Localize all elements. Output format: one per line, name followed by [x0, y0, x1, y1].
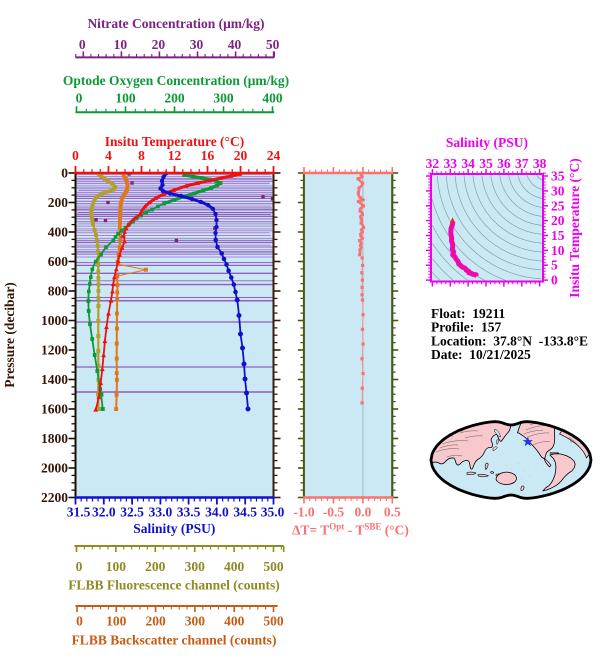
svg-text:300: 300	[213, 91, 234, 106]
svg-text:15: 15	[551, 228, 565, 243]
svg-text:Optode Oxygen Concentration (μ: Optode Oxygen Concentration (μm/kg)	[63, 73, 289, 88]
svg-text:0.5: 0.5	[384, 505, 401, 520]
svg-text:0.0: 0.0	[354, 505, 371, 520]
svg-text:300: 300	[185, 614, 206, 629]
svg-text:34.0: 34.0	[205, 505, 229, 520]
svg-text:1400: 1400	[41, 372, 68, 387]
svg-text:24: 24	[267, 148, 281, 163]
svg-text:Insitu Temperature (°C): Insitu Temperature (°C)	[105, 134, 244, 149]
svg-text:500: 500	[263, 614, 284, 629]
svg-text:8: 8	[138, 148, 145, 163]
svg-text:4: 4	[105, 148, 112, 163]
svg-text:0: 0	[79, 37, 86, 52]
svg-text:Location: 37.8°N -133.8°E: Location: 37.8°N -133.8°E	[431, 333, 588, 348]
svg-text:200: 200	[164, 91, 185, 106]
svg-text:800: 800	[48, 284, 69, 299]
svg-text:200: 200	[145, 559, 166, 574]
svg-text:35: 35	[551, 169, 565, 184]
svg-text:Date: 10/21/2025: Date: 10/21/2025	[431, 347, 531, 362]
svg-text:200: 200	[145, 614, 166, 629]
svg-text:30: 30	[551, 183, 565, 198]
svg-text:-0.5: -0.5	[323, 505, 345, 520]
svg-text:30: 30	[190, 37, 204, 52]
svg-text:Salinity (PSU): Salinity (PSU)	[446, 135, 528, 150]
svg-text:0: 0	[61, 166, 68, 181]
svg-text:32.5: 32.5	[120, 505, 144, 520]
svg-text:31.5: 31.5	[67, 505, 91, 520]
svg-text:32: 32	[426, 156, 440, 171]
svg-text:2200: 2200	[41, 490, 68, 505]
svg-text:2000: 2000	[41, 461, 68, 476]
svg-text:20: 20	[551, 213, 565, 228]
svg-text:1600: 1600	[41, 402, 68, 417]
svg-text:20: 20	[234, 148, 248, 163]
svg-text:34.5: 34.5	[233, 505, 257, 520]
svg-text:400: 400	[262, 91, 283, 106]
svg-text:40: 40	[228, 37, 242, 52]
svg-text:50: 50	[266, 37, 280, 52]
svg-text:0: 0	[76, 614, 83, 629]
svg-text:Insitu Temperature (°C): Insitu Temperature (°C)	[567, 158, 582, 297]
svg-text:400: 400	[224, 614, 245, 629]
svg-text:600: 600	[48, 254, 69, 269]
svg-text:1000: 1000	[41, 313, 68, 328]
svg-text:Nitrate Concentration (μm/kg): Nitrate Concentration (μm/kg)	[87, 16, 264, 31]
svg-text:12: 12	[168, 148, 182, 163]
svg-text:32.0: 32.0	[92, 505, 116, 520]
svg-text:Profile: 157: Profile: 157	[431, 320, 501, 335]
svg-text:100: 100	[115, 91, 136, 106]
svg-text:35.0: 35.0	[261, 505, 285, 520]
svg-text:400: 400	[48, 225, 69, 240]
svg-text:35: 35	[479, 156, 493, 171]
svg-text:1800: 1800	[41, 431, 68, 446]
svg-text:10: 10	[114, 37, 128, 52]
svg-text:10: 10	[551, 243, 565, 258]
svg-text:0: 0	[551, 273, 558, 288]
svg-text:5: 5	[551, 258, 558, 273]
svg-text:0: 0	[72, 148, 79, 163]
svg-text:FLBB Fluorescence channel (cou: FLBB Fluorescence channel (counts)	[68, 578, 280, 593]
svg-text:0: 0	[76, 91, 83, 106]
svg-text:16: 16	[201, 148, 215, 163]
svg-text:FLBB Backscatter channel (coun: FLBB Backscatter channel (counts)	[72, 633, 277, 648]
svg-text:25: 25	[551, 198, 565, 213]
svg-text:100: 100	[106, 559, 127, 574]
svg-text:-1.0: -1.0	[293, 505, 315, 520]
svg-text:33.5: 33.5	[177, 505, 201, 520]
svg-text:400: 400	[224, 559, 245, 574]
svg-text:300: 300	[185, 559, 206, 574]
svg-text:38: 38	[533, 156, 547, 171]
svg-text:Float: 19211: Float: 19211	[431, 306, 505, 321]
svg-text:0: 0	[76, 559, 83, 574]
svg-text:33: 33	[444, 156, 458, 171]
svg-text:20: 20	[152, 37, 166, 52]
svg-text:ΔT= TOpt - TSBE (°C): ΔT= TOpt - TSBE (°C)	[292, 522, 409, 538]
svg-text:34: 34	[461, 156, 475, 171]
svg-text:500: 500	[263, 559, 284, 574]
svg-text:200: 200	[48, 195, 69, 210]
svg-text:36: 36	[497, 156, 511, 171]
svg-text:37: 37	[515, 156, 529, 171]
svg-text:Salinity (PSU): Salinity (PSU)	[133, 521, 215, 536]
svg-text:1200: 1200	[41, 343, 68, 358]
svg-text:100: 100	[106, 614, 127, 629]
svg-text:Pressure (decibar): Pressure (decibar)	[2, 282, 17, 388]
svg-text:33.0: 33.0	[149, 505, 173, 520]
